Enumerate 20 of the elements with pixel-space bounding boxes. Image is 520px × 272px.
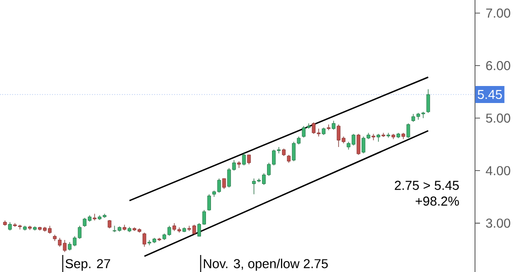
candlestick xyxy=(426,88,430,114)
candlestick xyxy=(372,134,376,140)
y-tick-label: 6.00 xyxy=(486,61,510,70)
annotation: Nov. 3, open/low 2.75 xyxy=(204,258,328,271)
candlestick xyxy=(406,123,410,138)
y-tick-label: 4.00 xyxy=(486,166,510,176)
candlestick xyxy=(222,178,226,190)
y-tick-label: 5.00 xyxy=(486,114,510,123)
annotation: 2.75 > 5.45 xyxy=(394,180,459,190)
candlestick xyxy=(356,134,360,156)
candlestick xyxy=(142,232,146,248)
candlestick xyxy=(242,152,246,166)
y-tick-label: 7.00 xyxy=(486,8,510,18)
ref-line-label: 5.45 xyxy=(478,90,502,100)
candlestick xyxy=(237,160,241,168)
candlestick xyxy=(207,194,211,211)
annotation: Sep. 27 xyxy=(66,259,110,271)
annotation: +98.2% xyxy=(416,196,459,206)
candlestick xyxy=(247,154,251,165)
y-tick-label: 3.00 xyxy=(486,218,510,228)
